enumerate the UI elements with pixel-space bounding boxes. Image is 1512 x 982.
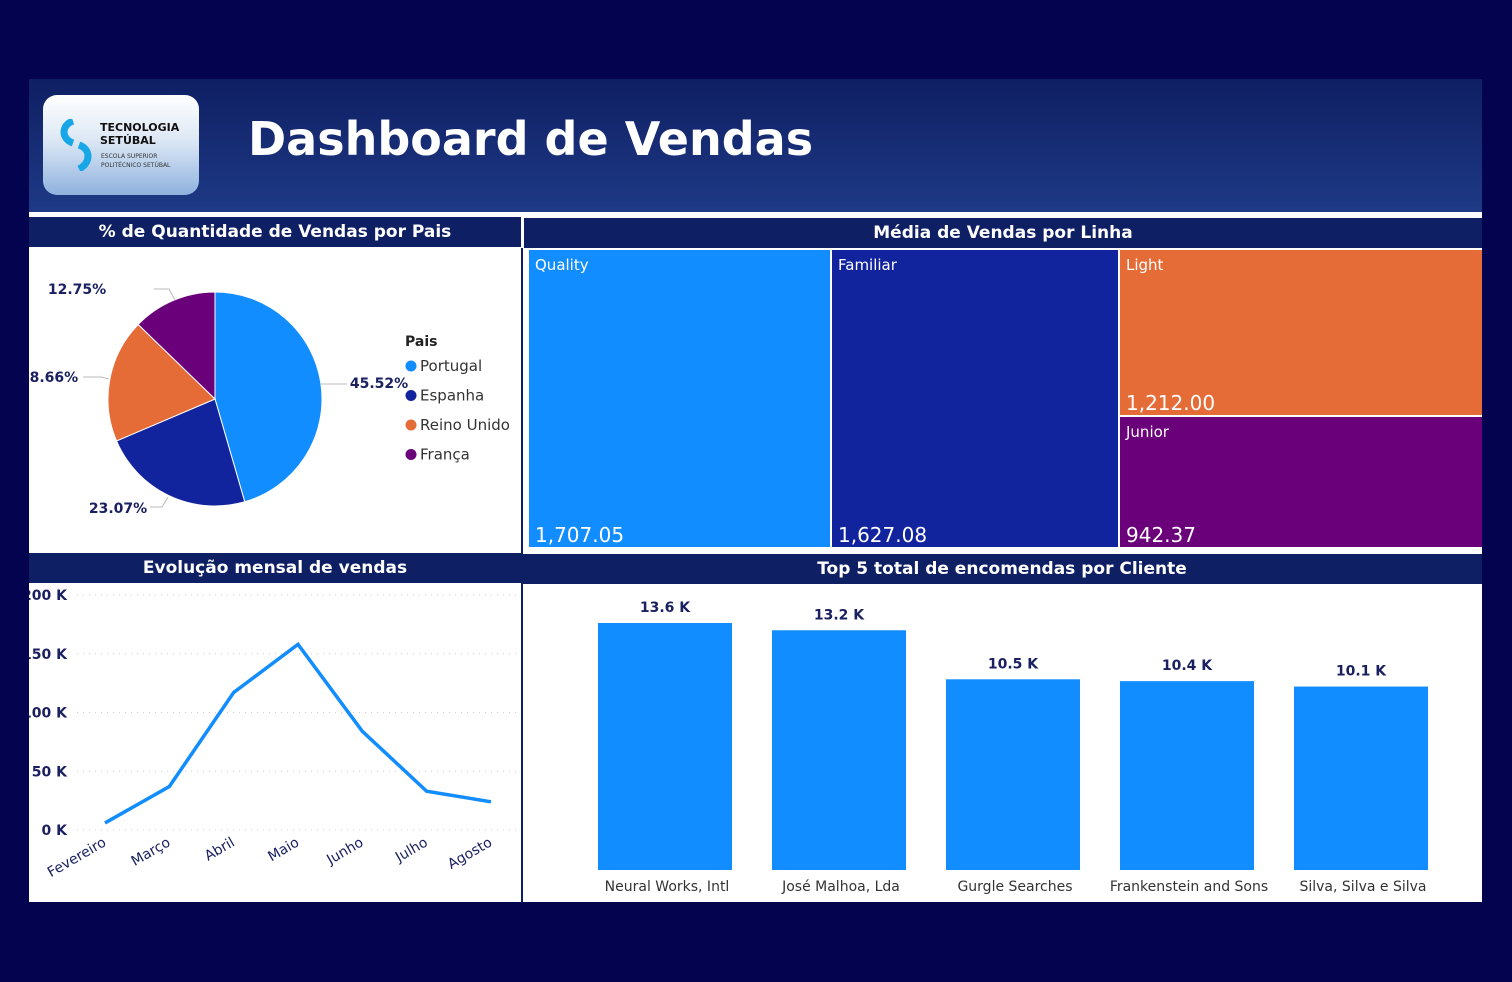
x-tick-label: Frankenstein and Sons: [1110, 879, 1268, 895]
legend-marker: [405, 360, 417, 372]
x-tick-label: José Malhoa, Lda: [781, 879, 900, 895]
y-tick-label: 200 K: [29, 588, 68, 604]
treemap-tile-junior[interactable]: Junior 942.37: [1120, 417, 1482, 547]
pie-chart: 12.75% 45.52% 18.66% 23.07% Pais Portuga…: [29, 282, 510, 517]
tile-value: 1,212.00: [1126, 391, 1216, 415]
divider: [521, 248, 523, 902]
pie-slice-2[interactable]: [107, 323, 216, 442]
legend-item[interactable]: França: [420, 446, 470, 464]
pie-label: 18.66%: [29, 370, 78, 386]
legend-item[interactable]: Portugal: [420, 357, 482, 375]
x-tick-label: Julho: [392, 835, 431, 867]
bar[interactable]: [946, 679, 1080, 870]
line-chart: 0 K 50 K 100 K 150 K 200 K Fevereiro Março Abri…: [29, 588, 517, 881]
bar-data-label: 10.5 K: [988, 656, 1039, 672]
logo: TECNOLOGIA SETÚBAL ESCOLA SUPERIOR POLITÉC…: [43, 95, 199, 195]
pie-slice-3[interactable]: [137, 291, 216, 401]
logo-text: TECNOLOGIA SETÚBAL: [100, 121, 180, 147]
tile-value: 942.37: [1126, 523, 1196, 547]
x-tick-label: Gurgle Searches: [957, 879, 1072, 895]
pie-label: 45.52%: [350, 376, 408, 392]
y-tick-label: 150 K: [29, 647, 68, 663]
tile-label: Familiar: [838, 256, 897, 274]
logo-icon: [60, 119, 92, 171]
x-tick-label: Fevereiro: [45, 835, 109, 881]
x-tick-label: Março: [129, 835, 174, 870]
x-tick-label: Agosto: [445, 835, 495, 873]
tile-label: Junior: [1126, 423, 1169, 441]
line-series[interactable]: [104, 641, 492, 825]
bar-chart: 13.6 K Neural Works, Intl 13.2 K José Malho…: [598, 600, 1428, 895]
legend-title: Pais: [405, 334, 437, 350]
x-tick-label: Silva, Silva e Silva: [1299, 879, 1426, 895]
treemap-title: Média de Vendas por Linha: [524, 218, 1482, 248]
pie-label: 23.07%: [89, 501, 147, 517]
tile-value: 1,627.08: [838, 523, 928, 547]
legend-marker: [405, 390, 417, 401]
legend-item[interactable]: Espanha: [420, 387, 484, 405]
tile-value: 1,707.05: [535, 523, 625, 547]
bar[interactable]: [1120, 681, 1254, 870]
x-tick-label: Neural Works, Intl: [605, 879, 730, 895]
tile-label: Light: [1126, 256, 1164, 274]
bar-data-label: 10.1 K: [1336, 664, 1387, 680]
logo-subtext: ESCOLA SUPERIOR POLITÉCNICO SETÚBAL: [101, 153, 171, 169]
bar-data-label: 10.4 K: [1162, 658, 1213, 674]
treemap-tile-familiar[interactable]: Familiar 1,627.08: [832, 250, 1118, 547]
line-title: Evolução mensal de vendas: [29, 553, 521, 583]
legend-marker: [405, 449, 417, 460]
pie-slice-0[interactable]: [214, 291, 323, 503]
legend-item[interactable]: Reino Unido: [420, 416, 510, 434]
pie-label: 12.75%: [48, 282, 106, 298]
treemap-tile-quality[interactable]: Quality 1,707.05: [529, 250, 830, 547]
bar[interactable]: [1294, 686, 1428, 870]
header: [29, 79, 1482, 212]
bar[interactable]: [772, 630, 906, 870]
legend-marker: [405, 419, 417, 431]
bar-title: Top 5 total de encomendas por Cliente: [522, 554, 1482, 584]
page-title: Dashboard de Vendas: [248, 112, 814, 166]
tile-label: Quality: [535, 256, 589, 274]
x-tick-label: Abril: [202, 835, 238, 865]
treemap: Quality 1,707.05 Familiar 1,627.08 Light 1,…: [524, 248, 1482, 550]
x-tick-label: Maio: [265, 835, 302, 865]
pie-title: % de Quantidade de Vendas por Pais: [29, 217, 521, 247]
x-tick-label: Junho: [323, 835, 366, 869]
treemap-tile-light[interactable]: Light 1,212.00: [1120, 250, 1482, 415]
y-tick-label: 0 K: [42, 823, 69, 839]
pie-slice-1[interactable]: [115, 398, 246, 507]
bar-data-label: 13.2 K: [814, 607, 865, 623]
y-tick-label: 100 K: [29, 706, 68, 722]
bar-data-label: 13.6 K: [640, 600, 691, 616]
bar[interactable]: [598, 623, 732, 870]
divider: [29, 212, 1482, 217]
y-tick-label: 50 K: [32, 764, 68, 780]
